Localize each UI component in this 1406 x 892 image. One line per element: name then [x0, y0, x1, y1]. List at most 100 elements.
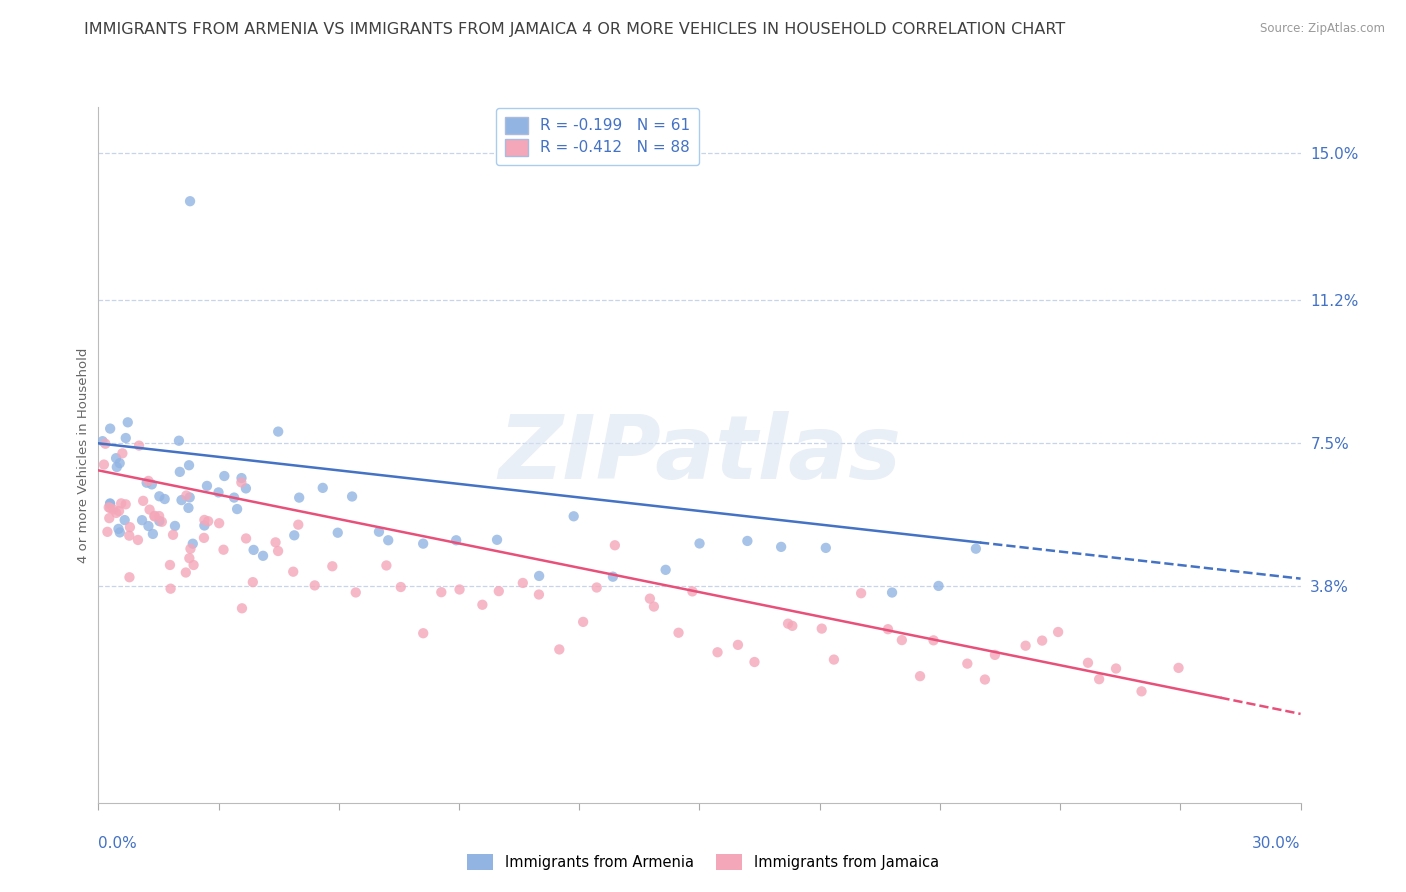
Point: [668, 625, 690, 640]
Point: [159, 558, 181, 572]
Point: [94, 436, 117, 450]
Point: [141, 477, 163, 491]
Y-axis label: 4 or more Vehicles in Household: 4 or more Vehicles in Household: [77, 347, 90, 563]
Point: [138, 502, 160, 516]
Point: [207, 485, 229, 500]
Point: [548, 642, 571, 657]
Point: [179, 551, 201, 566]
Point: [1130, 684, 1153, 698]
Point: [304, 578, 326, 592]
Point: [321, 559, 343, 574]
Point: [148, 514, 170, 528]
Point: [114, 513, 136, 527]
Point: [118, 570, 141, 584]
Point: [159, 582, 181, 596]
Point: [486, 533, 509, 547]
Point: [643, 599, 665, 614]
Text: ZIPatlas: ZIPatlas: [498, 411, 901, 499]
Point: [148, 509, 170, 524]
Point: [880, 585, 903, 599]
Point: [1047, 625, 1070, 640]
Legend: Immigrants from Armenia, Immigrants from Jamaica: Immigrants from Armenia, Immigrants from…: [461, 848, 945, 876]
Point: [326, 525, 349, 540]
Point: [368, 524, 391, 539]
Point: [744, 655, 766, 669]
Point: [412, 536, 434, 550]
Point: [93, 458, 115, 472]
Point: [823, 652, 845, 666]
Point: [389, 580, 412, 594]
Point: [1105, 661, 1128, 675]
Point: [107, 522, 129, 536]
Point: [98, 422, 121, 436]
Point: [91, 434, 114, 449]
Point: [98, 497, 121, 511]
Point: [288, 491, 311, 505]
Point: [167, 434, 190, 448]
Text: 0.0%: 0.0%: [98, 836, 138, 851]
Point: [98, 511, 121, 525]
Point: [344, 585, 367, 599]
Point: [512, 576, 534, 591]
Point: [1077, 656, 1099, 670]
Point: [242, 542, 264, 557]
Point: [97, 500, 120, 515]
Point: [98, 501, 121, 516]
Point: [163, 519, 186, 533]
Point: [377, 533, 399, 548]
Point: [770, 540, 793, 554]
Point: [183, 558, 205, 572]
Point: [128, 439, 150, 453]
Point: [264, 535, 287, 549]
Point: [242, 575, 264, 590]
Point: [283, 528, 305, 542]
Point: [527, 587, 550, 601]
Point: [138, 474, 160, 488]
Point: [602, 570, 624, 584]
Point: [267, 544, 290, 558]
Point: [287, 517, 309, 532]
Point: [105, 506, 128, 520]
Text: 30.0%: 30.0%: [1253, 836, 1301, 851]
Point: [681, 584, 703, 599]
Point: [928, 579, 950, 593]
Point: [412, 626, 434, 640]
Point: [143, 508, 166, 523]
Point: [375, 558, 398, 573]
Point: [737, 533, 759, 548]
Legend: R = -0.199   N = 61, R = -0.412   N = 88: R = -0.199 N = 61, R = -0.412 N = 88: [495, 108, 699, 165]
Point: [98, 496, 121, 510]
Point: [235, 482, 257, 496]
Point: [135, 475, 157, 490]
Point: [138, 519, 160, 533]
Point: [810, 622, 832, 636]
Point: [181, 537, 204, 551]
Point: [585, 581, 607, 595]
Point: [908, 669, 931, 683]
Point: [782, 619, 804, 633]
Point: [340, 490, 363, 504]
Point: [170, 493, 193, 508]
Point: [231, 601, 253, 615]
Point: [105, 451, 128, 466]
Point: [176, 489, 198, 503]
Point: [208, 516, 231, 531]
Point: [1031, 633, 1053, 648]
Point: [127, 533, 149, 547]
Point: [193, 518, 215, 533]
Point: [118, 520, 141, 534]
Point: [471, 598, 494, 612]
Point: [449, 582, 471, 597]
Point: [169, 465, 191, 479]
Point: [148, 489, 170, 503]
Point: [603, 538, 626, 552]
Point: [114, 497, 136, 511]
Point: [111, 446, 134, 460]
Point: [132, 494, 155, 508]
Point: [224, 491, 246, 505]
Point: [174, 566, 197, 580]
Point: [654, 563, 676, 577]
Point: [776, 616, 799, 631]
Point: [179, 541, 201, 556]
Point: [195, 479, 218, 493]
